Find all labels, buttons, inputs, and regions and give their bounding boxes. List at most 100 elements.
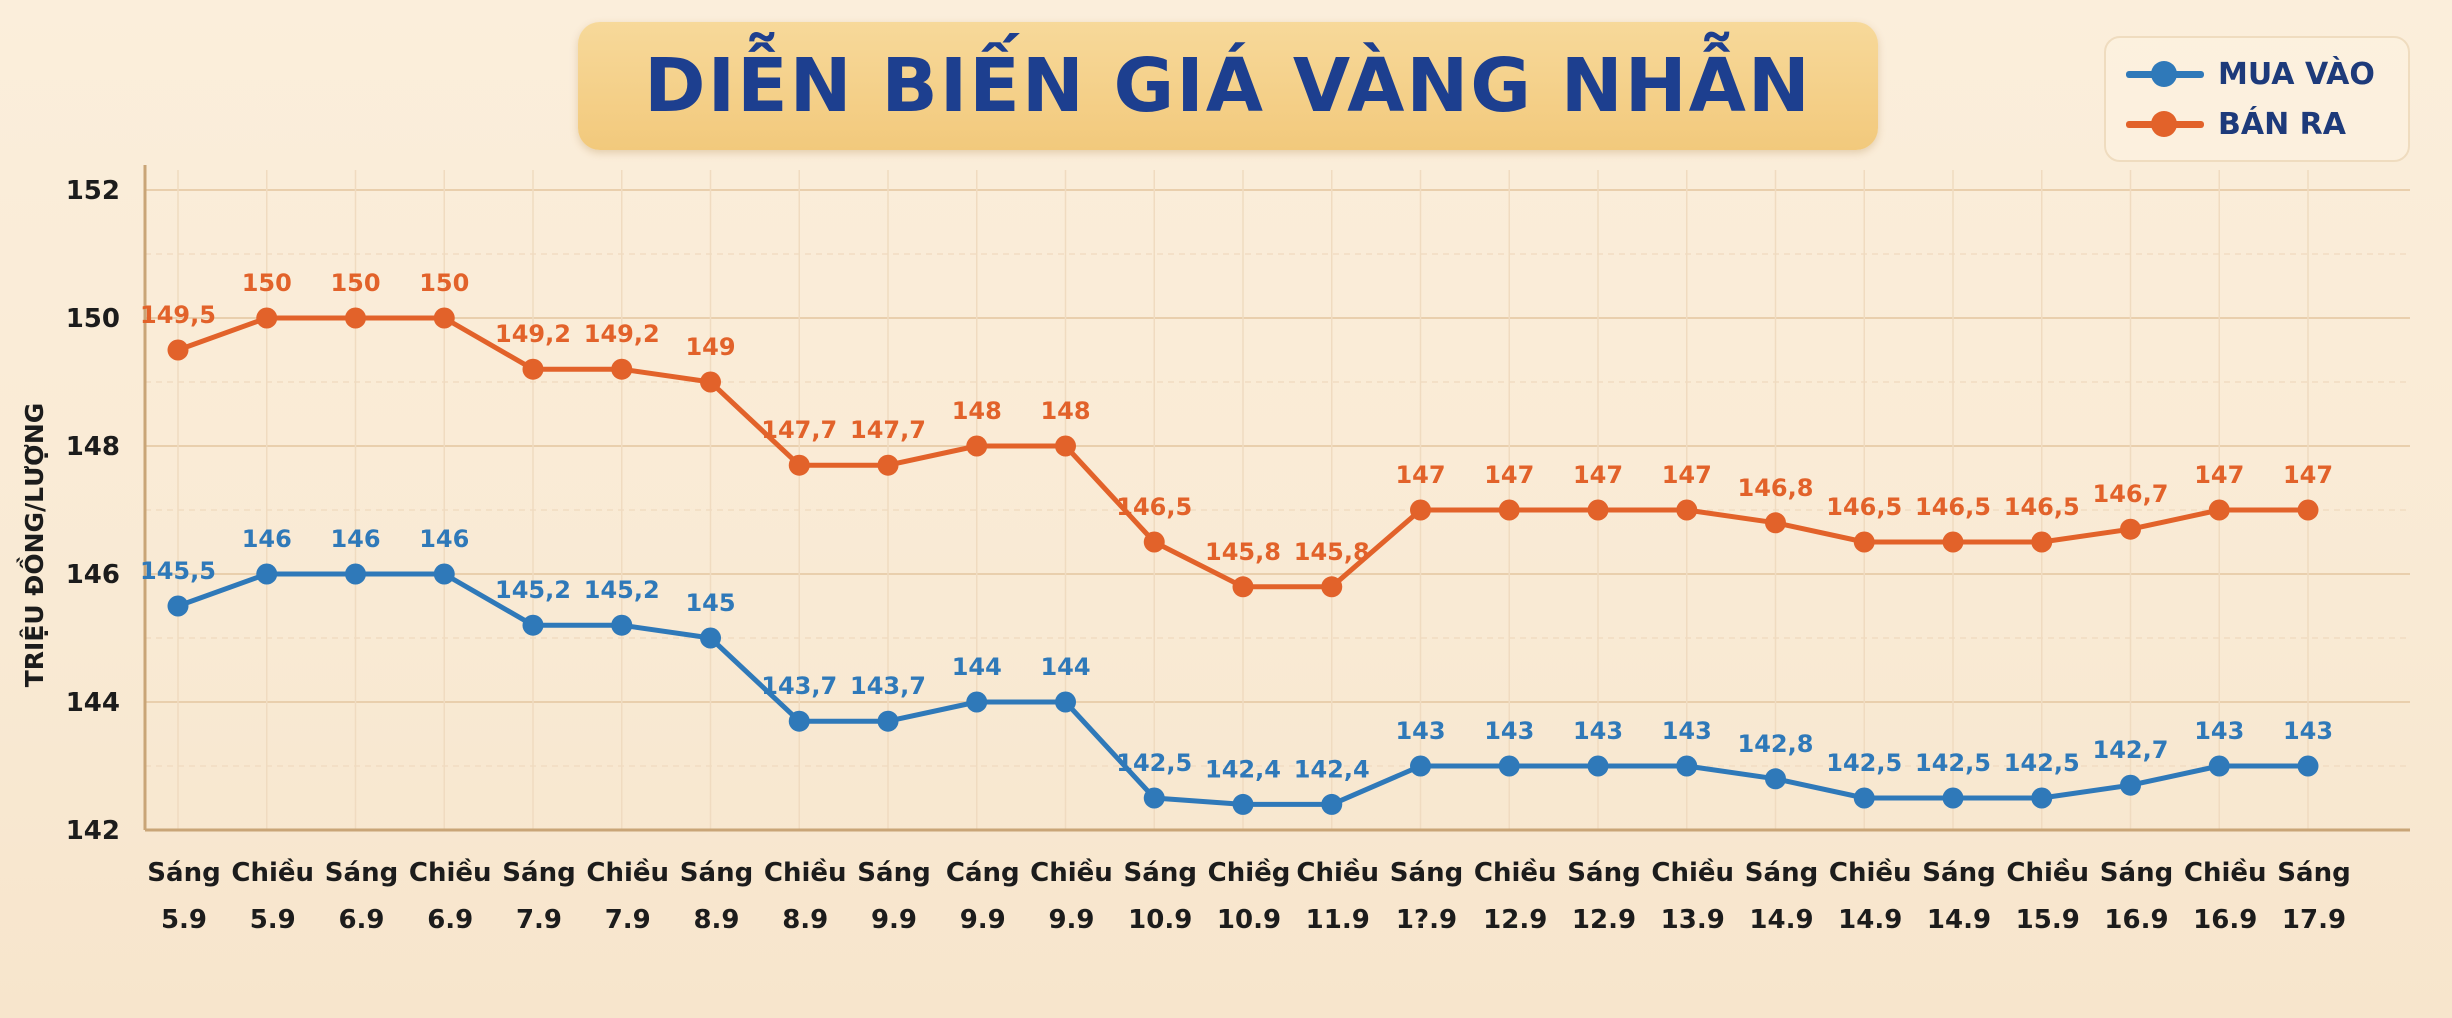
x-tick-label: 8.9 xyxy=(782,905,828,935)
data-point xyxy=(1942,787,1964,809)
data-label: 148 xyxy=(1040,397,1090,425)
x-tick-label: Sáng xyxy=(325,858,398,888)
data-label: 142,5 xyxy=(1116,749,1192,777)
data-labels: 145,5 146 146 146 145,2 145,2 145 143,7 143,7 144… xyxy=(140,269,2333,783)
data-point xyxy=(2031,787,2053,809)
y-tick-label: 150 xyxy=(66,304,120,334)
data-label: 146,7 xyxy=(2093,480,2169,508)
x-tick-label: 11.9 xyxy=(1306,905,1370,935)
legend-swatch-sell xyxy=(2126,104,2204,144)
data-point xyxy=(1587,499,1609,521)
data-label: 146,5 xyxy=(1826,493,1902,521)
data-label: 147 xyxy=(1395,461,1445,489)
x-tick-label: Chiều xyxy=(1829,857,1912,888)
legend-dot-sell xyxy=(2151,111,2177,137)
data-label: 150 xyxy=(330,269,380,297)
data-label: 145,8 xyxy=(1294,538,1370,566)
data-point xyxy=(1232,576,1254,598)
data-point xyxy=(256,307,278,329)
x-tick-label: Chiều xyxy=(2184,857,2267,888)
data-label: 144 xyxy=(952,653,1002,681)
data-point xyxy=(522,614,544,636)
data-label: 147 xyxy=(2283,461,2333,489)
data-point xyxy=(788,710,810,732)
x-tick-label: Chiều xyxy=(1030,857,1113,888)
x-tick-label: Sáng xyxy=(857,858,930,888)
x-tick-label: 16.9 xyxy=(2193,905,2257,935)
chart-title: DIỄN BIẾN GIÁ VÀNG NHẪN xyxy=(644,43,1812,129)
data-label: 144 xyxy=(1040,653,1090,681)
x-tick-label: Sáng xyxy=(1390,858,1463,888)
data-point xyxy=(2208,755,2230,777)
data-label: 145 xyxy=(685,589,735,617)
data-point xyxy=(2120,774,2141,796)
x-tick-label: Chiều xyxy=(1651,857,1734,888)
data-point xyxy=(1853,531,1875,553)
x-tick-label: 6.9 xyxy=(427,905,473,935)
data-point xyxy=(1498,499,1520,521)
data-point xyxy=(433,563,455,585)
data-point xyxy=(611,358,633,380)
data-point xyxy=(1498,755,1520,777)
data-point xyxy=(345,563,366,585)
y-axis-label: TRIỆU ĐỒNG/LƯỢNG xyxy=(16,403,49,688)
data-label: 146 xyxy=(242,525,292,553)
x-tick-label: 1?.9 xyxy=(1396,905,1457,935)
x-tick-label: 17.9 xyxy=(2282,905,2346,935)
x-tick-label: 15.9 xyxy=(2016,905,2080,935)
data-label: 145,2 xyxy=(584,576,660,604)
data-label: 142,5 xyxy=(1915,749,1991,777)
series-layer xyxy=(167,307,2319,815)
data-label: 145,5 xyxy=(140,557,216,585)
x-tick-label: 8.9 xyxy=(693,905,739,935)
data-point xyxy=(345,307,366,329)
data-point xyxy=(522,358,544,380)
x-tick-label: 13.9 xyxy=(1661,905,1725,935)
data-label: 146,5 xyxy=(2004,493,2080,521)
data-point xyxy=(877,454,899,476)
x-tick-label: Sáng xyxy=(1567,858,1640,888)
data-point xyxy=(1055,435,1076,457)
data-label: 143 xyxy=(1484,717,1534,745)
x-tick-label: 14.9 xyxy=(1927,905,1991,935)
legend: MUA VÀO BÁN RA xyxy=(2104,36,2410,162)
data-label: 147 xyxy=(1573,461,1623,489)
data-point xyxy=(788,454,810,476)
data-point xyxy=(1853,787,1875,809)
data-label: 147,7 xyxy=(850,416,926,444)
x-tick-label: Sáng xyxy=(2100,858,2173,888)
x-tick-label: Chiều xyxy=(2006,857,2089,888)
data-point xyxy=(2297,755,2319,777)
data-point xyxy=(256,563,278,585)
x-tick-label: Sáng xyxy=(2277,858,2350,888)
x-tick-label: 6.9 xyxy=(338,905,384,935)
data-point xyxy=(1942,531,1964,553)
data-label: 145,8 xyxy=(1205,538,1281,566)
x-tick-label: 9.9 xyxy=(960,905,1006,935)
x-tick-label: Sáng xyxy=(1124,858,1197,888)
data-label: 146 xyxy=(419,525,469,553)
legend-swatch-buy xyxy=(2126,54,2204,94)
x-tick-label: Chiều xyxy=(1474,857,1557,888)
x-tick-label: Chiều xyxy=(231,857,314,888)
legend-label-buy: MUA VÀO xyxy=(2218,56,2375,92)
legend-item-sell: BÁN RA xyxy=(2126,104,2346,144)
data-label: 147 xyxy=(1484,461,1534,489)
y-tick-label: 148 xyxy=(66,432,120,462)
data-point xyxy=(167,595,189,617)
data-label: 142,7 xyxy=(2093,736,2169,764)
data-label: 142,4 xyxy=(1205,755,1281,783)
data-point xyxy=(433,307,455,329)
data-label: 147,7 xyxy=(761,416,837,444)
data-point xyxy=(1321,576,1343,598)
data-point xyxy=(1055,691,1076,713)
data-label: 149 xyxy=(685,333,735,361)
data-point xyxy=(700,627,721,649)
x-tick-label: 16.9 xyxy=(2104,905,2168,935)
data-label: 142,5 xyxy=(1826,749,1902,777)
x-tick-label: Sáng xyxy=(147,858,220,888)
x-tick-label: Cáng xyxy=(946,858,1020,888)
data-point xyxy=(2031,531,2053,553)
data-point xyxy=(700,371,721,393)
